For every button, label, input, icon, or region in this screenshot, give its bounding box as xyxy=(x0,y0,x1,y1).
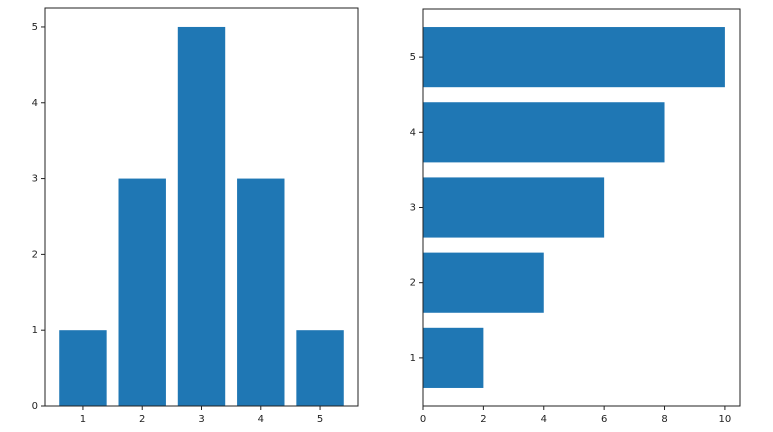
bar xyxy=(423,327,484,388)
y-tick-label: 3 xyxy=(32,174,38,185)
bar xyxy=(423,27,725,88)
x-tick-label: 0 xyxy=(420,414,426,425)
y-tick-label: 5 xyxy=(32,22,38,33)
x-tick-label: 4 xyxy=(258,414,264,425)
y-tick-label: 4 xyxy=(410,127,416,138)
bar xyxy=(423,177,605,238)
bar xyxy=(59,330,107,406)
y-tick-label: 4 xyxy=(32,98,38,109)
bar xyxy=(177,26,226,406)
x-tick-label: 1 xyxy=(80,414,86,425)
x-tick-label: 2 xyxy=(139,414,145,425)
x-tick-label: 8 xyxy=(661,414,667,425)
bar xyxy=(423,102,665,163)
y-tick-label: 3 xyxy=(410,203,416,214)
bar xyxy=(296,330,344,406)
x-tick-label: 10 xyxy=(719,414,732,425)
y-tick-label: 1 xyxy=(410,353,416,364)
x-tick-label: 5 xyxy=(317,414,323,425)
y-tick-label: 0 xyxy=(32,401,38,412)
y-tick-label: 1 xyxy=(32,325,38,336)
y-tick-label: 2 xyxy=(410,278,416,289)
bar xyxy=(118,178,166,406)
y-tick-label: 5 xyxy=(410,52,416,63)
x-tick-label: 6 xyxy=(601,414,607,425)
x-tick-label: 4 xyxy=(541,414,547,425)
x-tick-label: 2 xyxy=(480,414,486,425)
x-tick-label: 3 xyxy=(198,414,204,425)
bar xyxy=(237,178,285,406)
y-tick-label: 2 xyxy=(32,249,38,260)
bar xyxy=(423,252,544,313)
